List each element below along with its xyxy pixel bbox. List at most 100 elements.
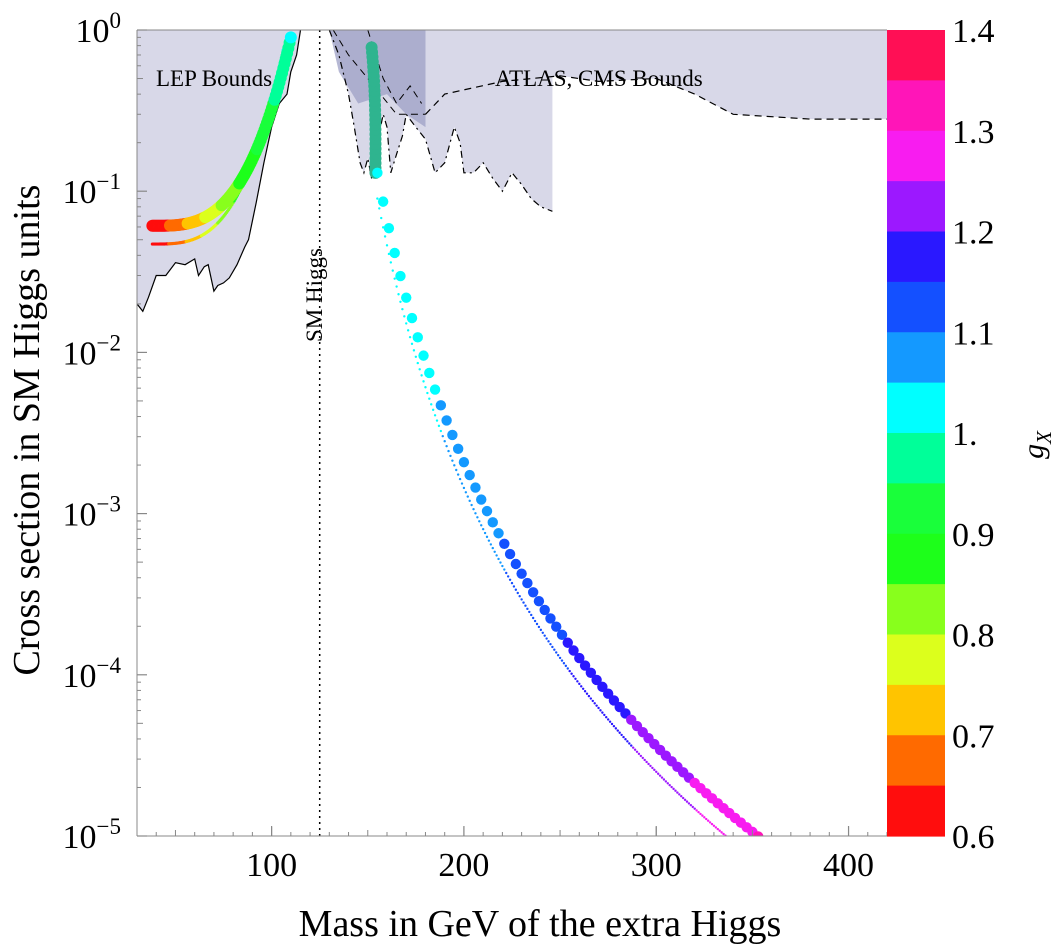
y-tick-label: 100: [76, 8, 122, 50]
heavy-branch-line-point: [870, 940, 872, 942]
heavy-branch-line-point: [822, 909, 824, 911]
colorbar-tick-label: 1.2: [952, 215, 995, 252]
heavy-branch-line-point: [845, 924, 847, 926]
heavy-branch-point: [510, 558, 522, 570]
heavy-branch-line-point: [776, 876, 778, 878]
heavy-branch-line-point: [792, 887, 794, 889]
y-tick-base: 10: [63, 335, 97, 372]
colorbar-segment: [887, 80, 945, 132]
heavy-branch-line-point: [681, 796, 685, 800]
heavy-branch-line-point: [380, 216, 383, 220]
heavy-branch-line-point: [578, 682, 581, 686]
heavy-branch-line-point: [516, 591, 519, 595]
heavy-branch-point: [545, 613, 556, 624]
heavy-branch-line-point: [587, 694, 591, 698]
heavy-branch-line-point: [742, 849, 744, 851]
heavy-branch-line-point: [512, 585, 516, 588]
heavy-branch-line-point: [799, 893, 801, 895]
colorbar-tick-labels: 1.4 1.3 1.2 1.1 1. 0.9 0.8 0.7 0.6: [952, 13, 995, 856]
heavy-branch-point: [470, 482, 481, 493]
heavy-branch-line-point: [528, 610, 531, 614]
heavy-branch-line-point: [765, 867, 767, 869]
heavy-branch-point: [487, 517, 498, 528]
heavy-branch-line-point: [628, 742, 631, 745]
heavy-branch-line-point: [674, 789, 677, 792]
y-tick-base: 10: [63, 497, 97, 534]
heavy-branch-line-point: [412, 349, 416, 352]
heavy-branch-line-point: [811, 901, 813, 903]
heavy-branch-line-point: [568, 669, 571, 673]
heavy-branch-point: [447, 429, 458, 441]
heavy-branch-line-point: [807, 898, 809, 900]
heavy-branch-line-point: [616, 729, 619, 732]
heavy-branch-line-point: [662, 778, 666, 781]
heavy-branch-line-point: [424, 386, 427, 389]
heavy-branch-line-point: [622, 735, 625, 739]
heavy-branch-line-point: [651, 766, 654, 770]
heavy-branch-line-point: [676, 791, 679, 794]
heavy-branch-line-point: [832, 915, 834, 917]
heavy-branch-line-point: [595, 704, 598, 707]
heavy-branch-line-point: [391, 269, 394, 272]
colorbar-title-g: g: [1017, 444, 1050, 459]
heavy-branch-line-point: [476, 516, 479, 519]
lep-bounds-label: LEP Bounds: [156, 66, 272, 91]
heavy-branch-line-point: [714, 826, 718, 829]
heavy-branch-line-point: [439, 429, 443, 433]
heavy-branch-line-point: [591, 699, 594, 703]
heavy-branch-line-point: [581, 687, 585, 691]
y-tick-exponent: −3: [97, 492, 121, 517]
heavy-branch-line-point: [585, 692, 589, 695]
heavy-branch-point: [752, 831, 764, 836]
heavy-branch-line-point: [435, 419, 439, 422]
heavy-branch-line-point: [397, 293, 400, 296]
heavy-branch-point: [372, 167, 383, 179]
y-tick-base: 10: [76, 13, 110, 50]
heavy-branch-line-point: [868, 939, 870, 941]
x-axis-title: Mass in GeV of the extra Higgs: [299, 903, 782, 945]
heavy-branch-line-point: [453, 464, 456, 467]
heavy-branch-line-point: [718, 829, 721, 832]
heavy-branch-point: [383, 223, 395, 234]
heavy-branch-line-point: [606, 718, 610, 721]
heavy-branch-line-point: [393, 277, 396, 280]
heavy-branch-line-point: [420, 374, 423, 377]
heavy-branch-line-point: [437, 424, 441, 428]
heavy-branch-point: [764, 840, 774, 850]
heavy-branch-line-point: [689, 803, 693, 807]
heavy-branch-line-point: [666, 782, 669, 785]
colorbar-segment: [887, 332, 945, 384]
heavy-branch-line-point: [880, 946, 882, 948]
heavy-branch-line-point: [630, 744, 633, 747]
heavy-branch-point: [406, 312, 418, 324]
heavy-branch-point: [857, 904, 867, 914]
colorbar-segment: [887, 533, 945, 585]
heavy-branch-line-point: [530, 613, 533, 617]
heavy-branch-line-point: [706, 819, 710, 822]
heavy-branch-line-point: [732, 841, 734, 843]
heavy-branch-line-point: [851, 928, 853, 930]
heavy-branch-line-point: [418, 368, 421, 371]
x-tick-label: 400: [823, 847, 874, 884]
heavy-branch-line-point: [712, 824, 716, 827]
heavy-branch-point: [522, 577, 533, 589]
heavy-branch-line-point: [790, 886, 792, 888]
heavy-branch-line-point: [491, 546, 494, 550]
heavy-branch-line-point: [809, 899, 811, 901]
atlas-cms-bounds-label: ATLAS, CMS Bounds: [495, 66, 703, 91]
heavy-branch-line-point: [863, 935, 865, 937]
heavy-branch-line-point: [695, 809, 698, 812]
heavy-branch-line-point: [566, 667, 569, 670]
heavy-branch-line-point: [786, 883, 788, 885]
heavy-branch-line-point: [691, 805, 694, 809]
heavy-branch-line-point: [641, 756, 644, 760]
heavy-branch-line-point: [767, 868, 769, 870]
heavy-branch-point: [845, 897, 855, 907]
heavy-branch-point: [782, 853, 792, 863]
heavy-branch-line-point: [495, 554, 498, 557]
heavy-branch-point: [412, 332, 423, 343]
colorbar-tick-label: 0.8: [952, 618, 995, 655]
heavy-branch-line-point: [855, 930, 857, 932]
heavy-branch-line-point: [414, 355, 418, 358]
